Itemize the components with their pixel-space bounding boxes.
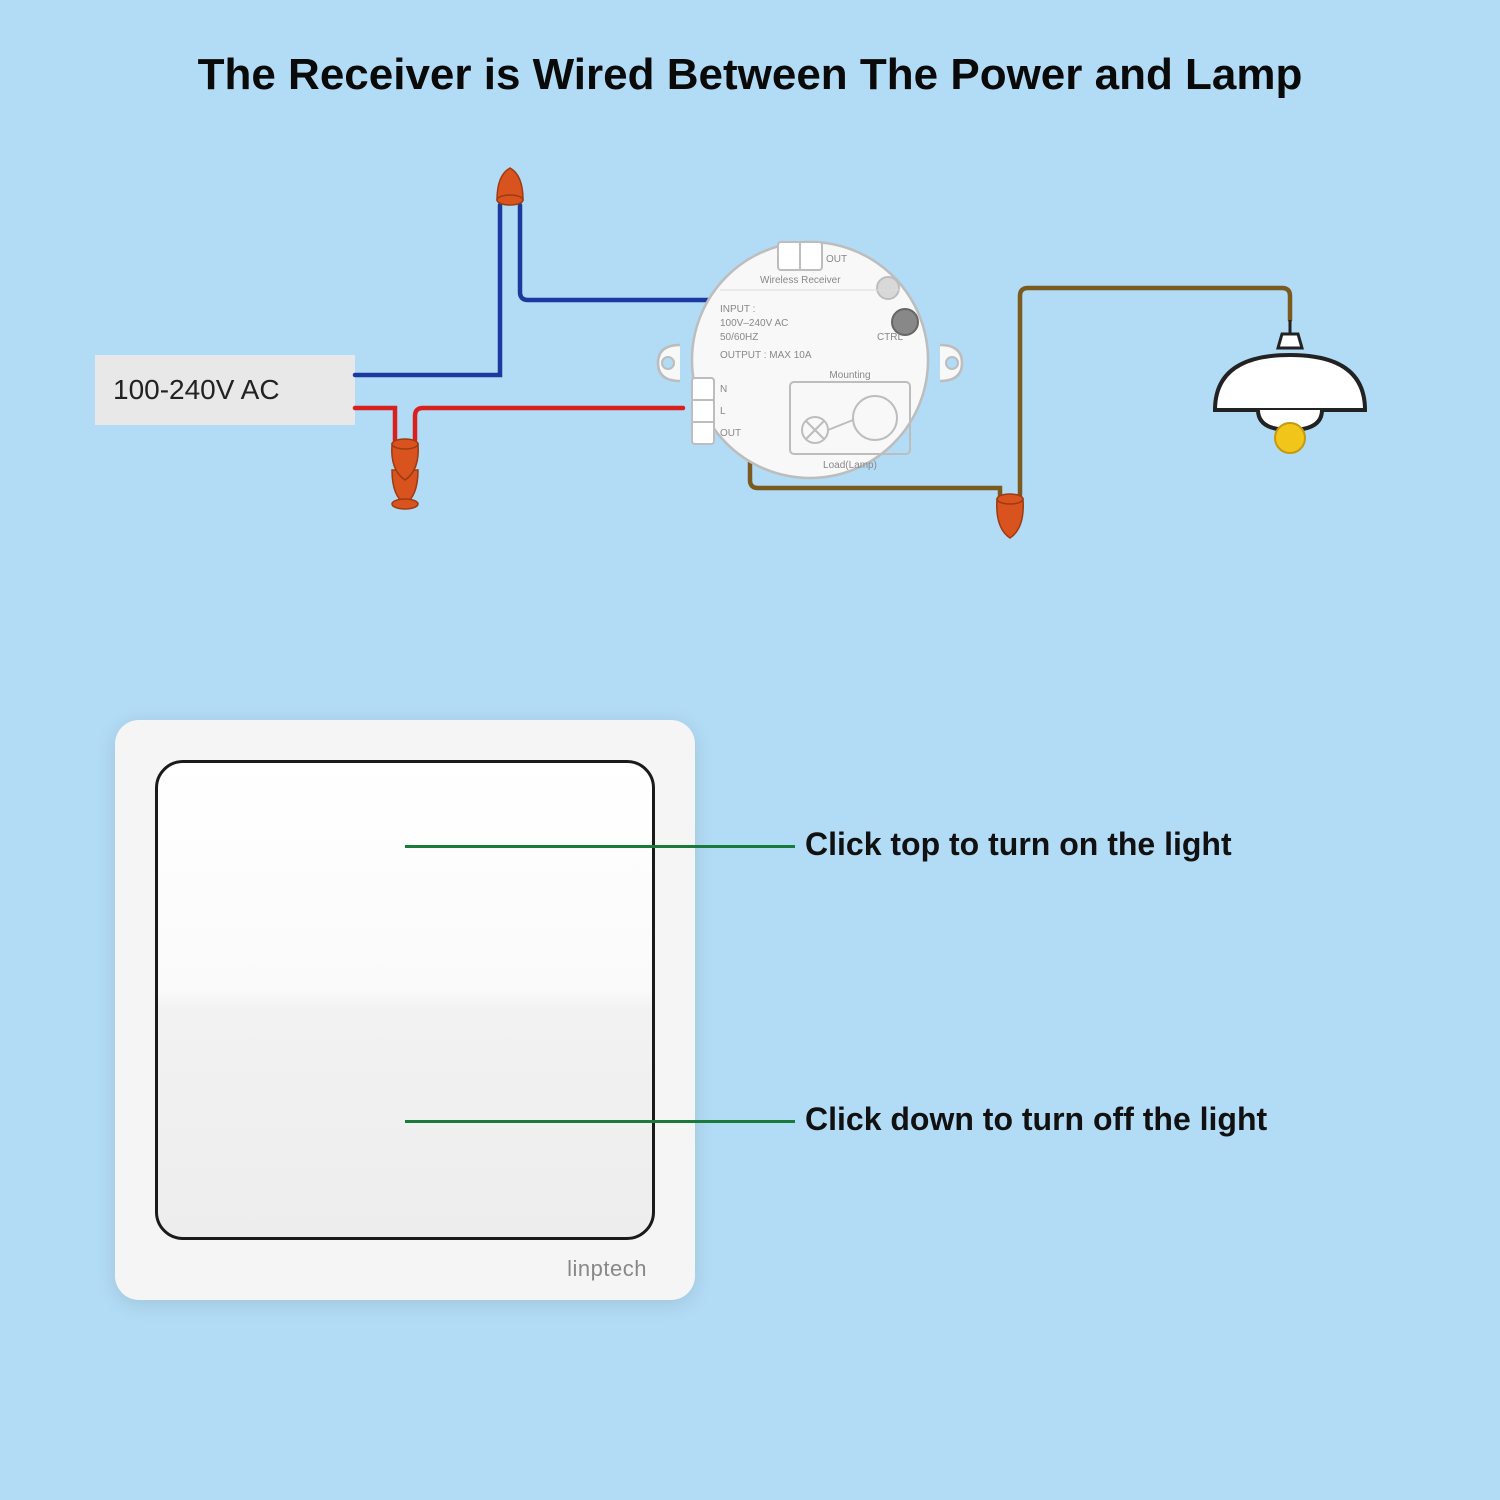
wire-live bbox=[355, 408, 683, 440]
svg-text:OUT: OUT bbox=[720, 428, 741, 439]
wire-nut-2b bbox=[392, 439, 418, 480]
switch-rocker[interactable] bbox=[155, 760, 655, 1240]
svg-text:OUTPUT : MAX 10A: OUTPUT : MAX 10A bbox=[720, 350, 812, 361]
wire-nut-3 bbox=[997, 494, 1023, 538]
svg-text:50/60HZ: 50/60HZ bbox=[720, 332, 758, 343]
annotation-top: Click top to turn on the light bbox=[805, 826, 1232, 863]
wire-output bbox=[750, 288, 1290, 495]
svg-text:CTRL: CTRL bbox=[877, 332, 904, 343]
annotation-bottom: Click down to turn off the light bbox=[805, 1101, 1267, 1138]
page-title: The Receiver is Wired Between The Power … bbox=[0, 50, 1500, 100]
wire-nut-2 bbox=[392, 470, 418, 509]
svg-text:INPUT :: INPUT : bbox=[720, 304, 755, 315]
wire-nut-1 bbox=[497, 168, 523, 205]
power-label: 100-240V AC bbox=[113, 374, 280, 406]
svg-text:OUT: OUT bbox=[826, 254, 847, 265]
wire-neutral bbox=[355, 205, 800, 375]
lamp-icon bbox=[1215, 320, 1365, 453]
switch-brand-label: linptech bbox=[567, 1256, 647, 1282]
receiver-module: Wireless Receiver INPUT : 100V‒240V AC 5… bbox=[658, 242, 962, 478]
svg-text:N: N bbox=[720, 384, 727, 395]
wireless-switch: linptech bbox=[115, 720, 695, 1300]
receiver-title: Wireless Receiver bbox=[760, 275, 841, 286]
annotation-line-top bbox=[405, 845, 795, 848]
annotation-line-bottom bbox=[405, 1120, 795, 1123]
svg-text:Mounting: Mounting bbox=[829, 370, 870, 381]
svg-text:100V‒240V AC: 100V‒240V AC bbox=[720, 318, 788, 329]
svg-text:Load(Lamp): Load(Lamp) bbox=[823, 460, 877, 471]
power-source-box: 100-240V AC bbox=[95, 355, 355, 425]
svg-text:L: L bbox=[720, 406, 726, 417]
